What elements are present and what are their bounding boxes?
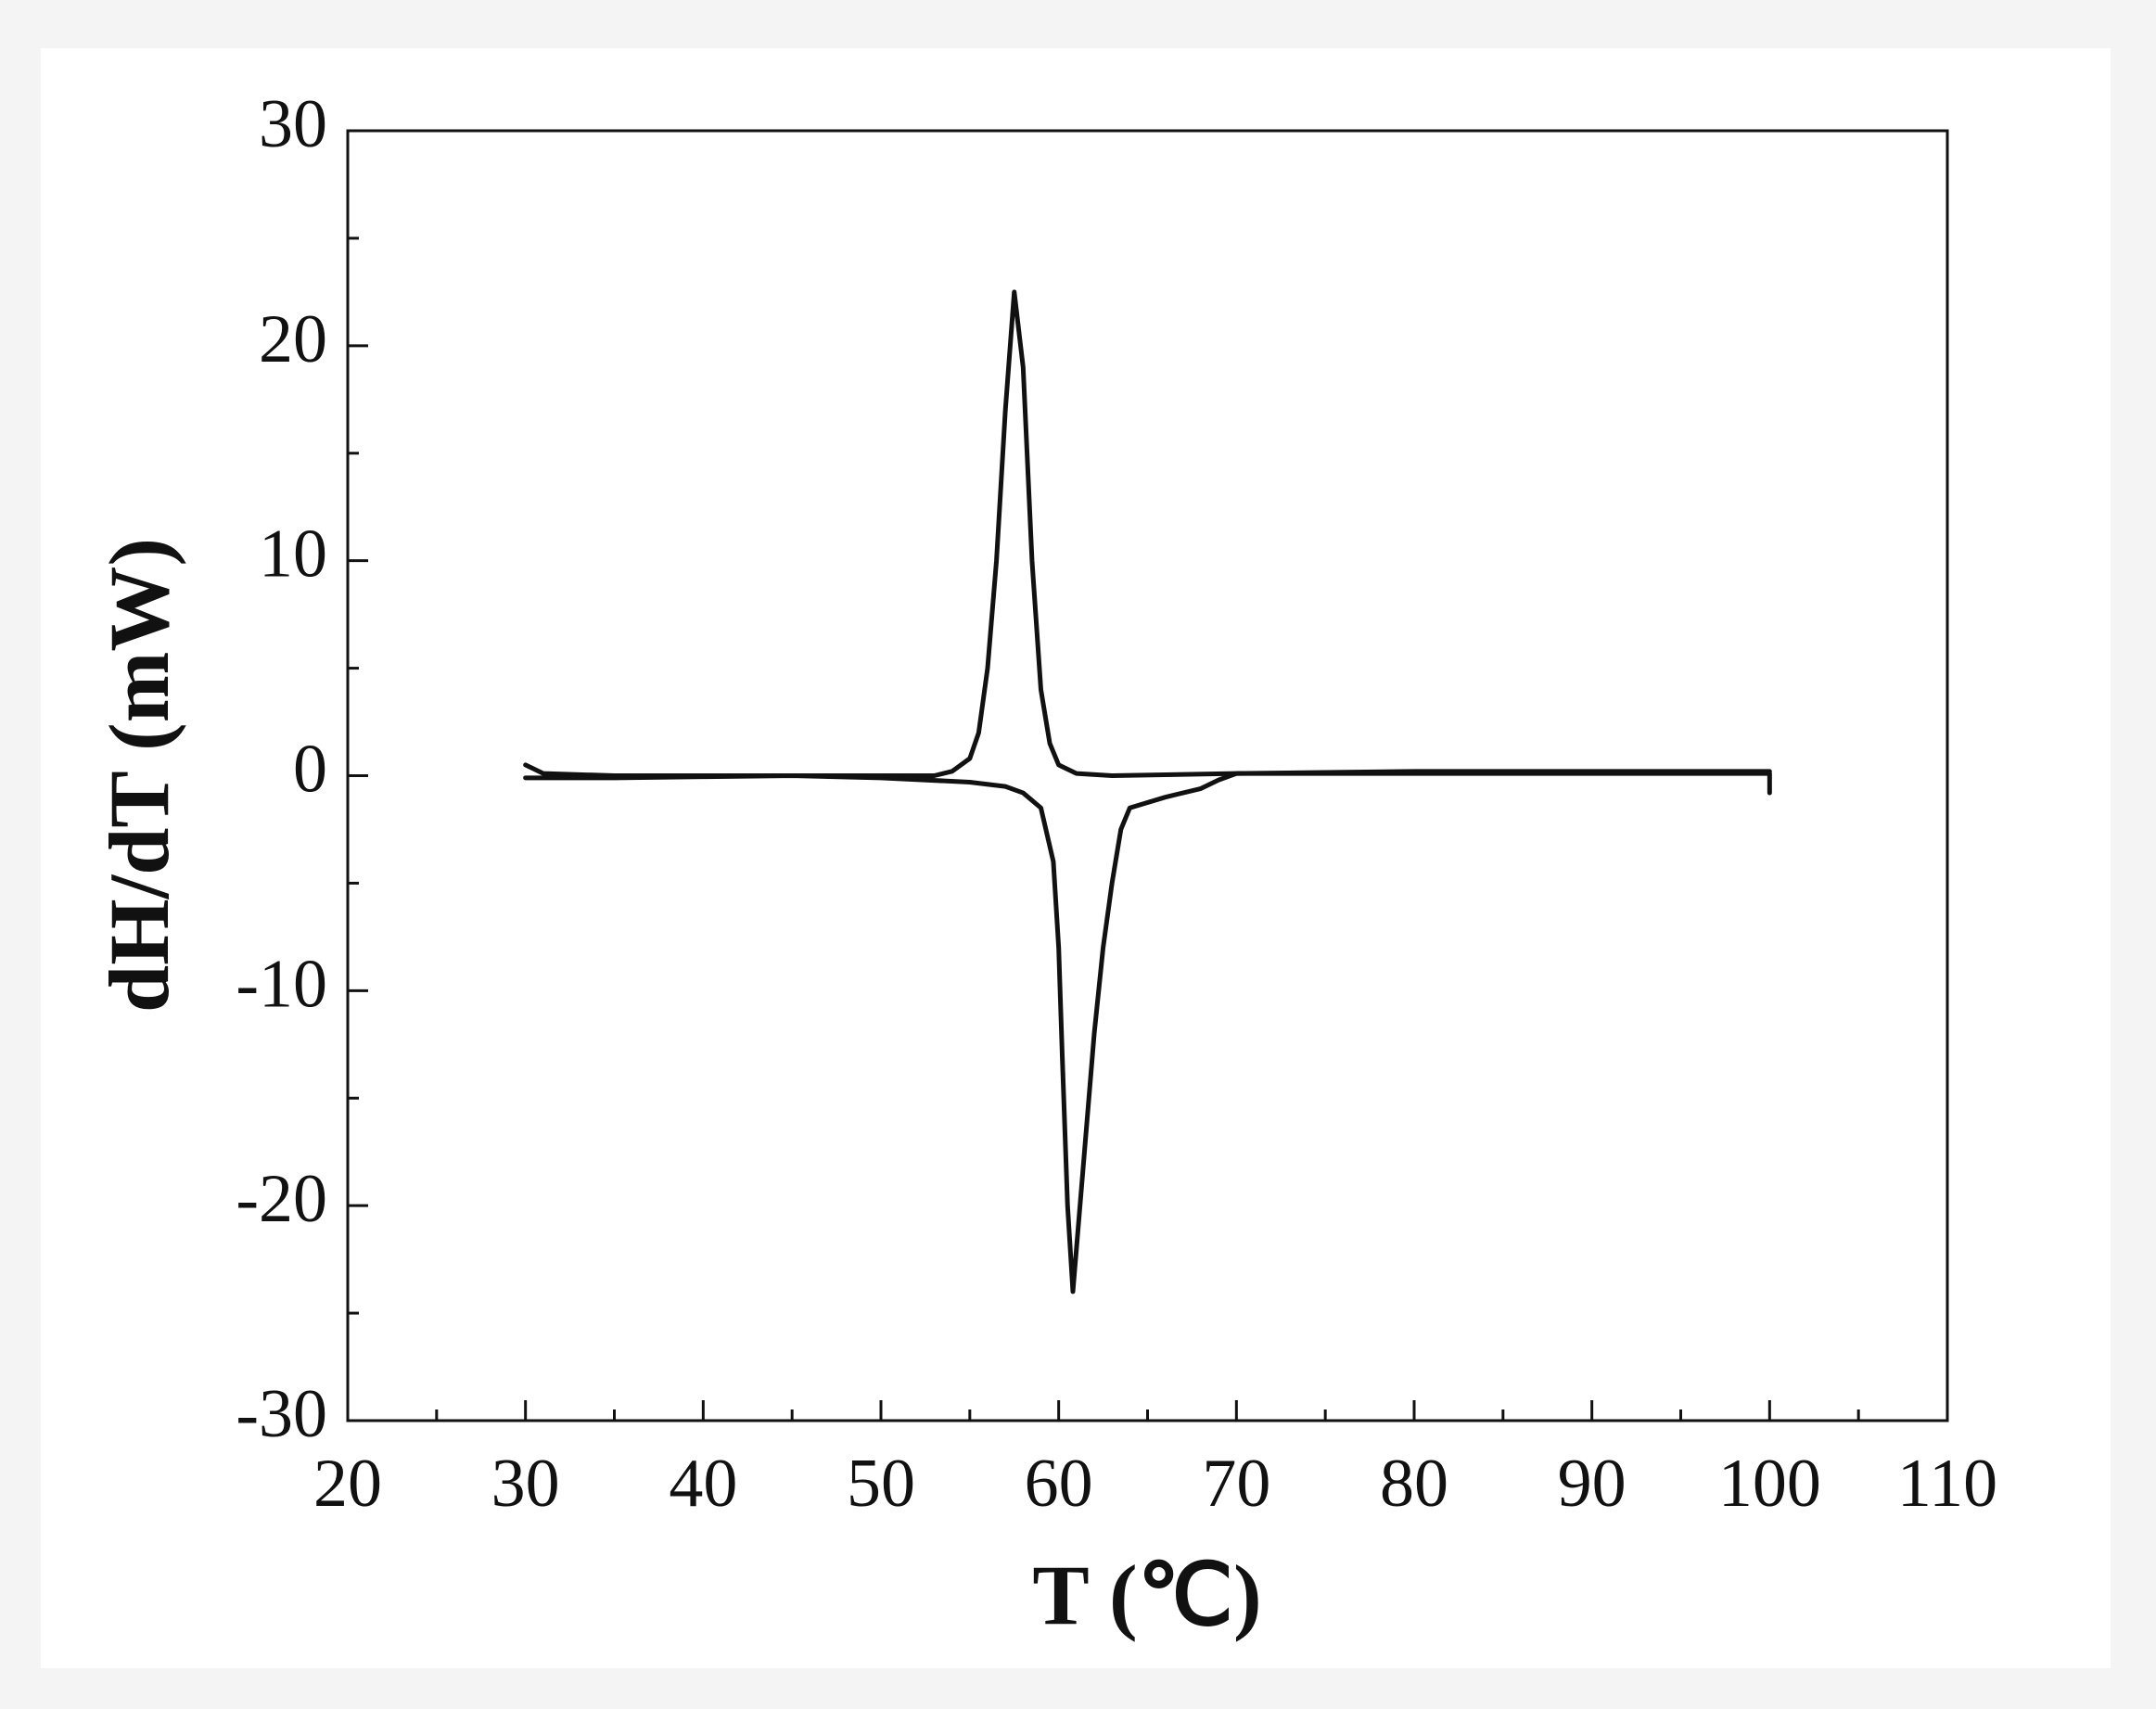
x-tick-label: 20 — [313, 1446, 382, 1522]
x-tick-label: 100 — [1718, 1446, 1821, 1522]
chart-background — [41, 48, 2111, 1668]
x-tick-label: 40 — [669, 1446, 737, 1522]
y-tick-label: 10 — [259, 517, 327, 593]
x-tick-label: 30 — [491, 1446, 560, 1522]
y-axis-title: dH/dT (mW) — [92, 538, 186, 1013]
y-tick-label: 30 — [259, 86, 327, 162]
x-tick-label: 70 — [1202, 1446, 1270, 1522]
x-tick-label: 90 — [1558, 1446, 1627, 1522]
y-tick-label: -10 — [236, 946, 327, 1022]
data-line — [523, 769, 1772, 1295]
x-tick-label: 110 — [1897, 1446, 1997, 1522]
x-tick-label: 50 — [847, 1446, 915, 1522]
y-tick-label: -30 — [236, 1376, 327, 1452]
y-tick-label: -20 — [236, 1161, 327, 1237]
x-tick-label: 60 — [1025, 1446, 1093, 1522]
y-tick-label: 0 — [293, 731, 327, 807]
y-tick-label: 20 — [259, 301, 327, 377]
plot-frame — [346, 129, 1949, 1422]
x-tick-label: 80 — [1380, 1446, 1448, 1522]
x-axis-title: T (℃) — [1032, 1548, 1261, 1642]
